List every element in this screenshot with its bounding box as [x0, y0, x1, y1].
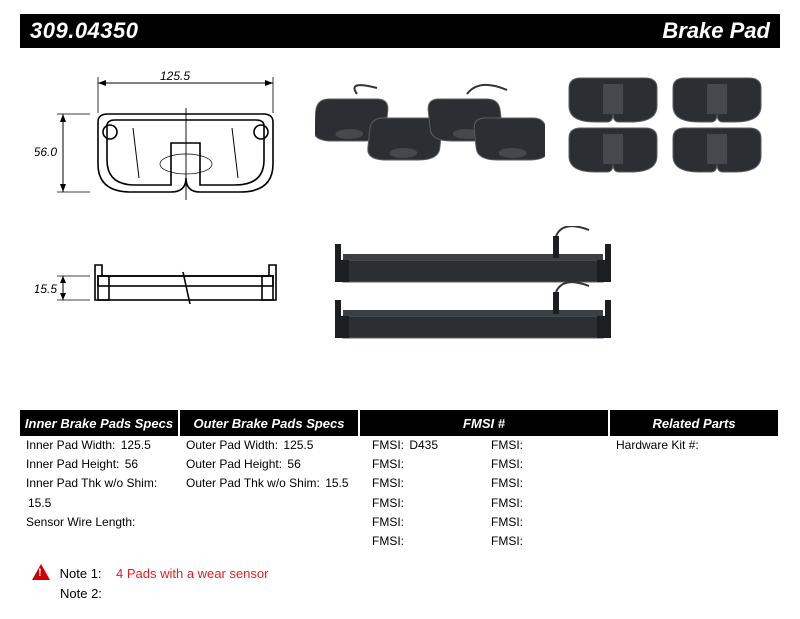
inner-row-label: Inner Pad Height:	[26, 455, 119, 474]
fmsi-label: FMSI:	[491, 532, 523, 551]
heading-related: Related Parts	[610, 410, 780, 436]
outer-row-label: Outer Pad Height:	[186, 455, 282, 474]
fmsi-label: FMSI:	[372, 474, 404, 493]
outer-row-value: 15.5	[323, 474, 348, 493]
fmsi-value: D435	[407, 436, 438, 455]
inner-row-value: 125.5	[119, 436, 151, 455]
dim-thk: 15.5	[35, 282, 57, 296]
outer-row-value: 125.5	[281, 436, 313, 455]
fmsi-label: FMSI:	[491, 513, 523, 532]
pad-side-outline	[95, 265, 276, 304]
fmsi-label: FMSI:	[372, 455, 404, 474]
inner-row-label: Inner Pad Thk w/o Shim:	[26, 474, 157, 493]
notes: Note 1: 4 Pads with a wear sensor Note 2…	[32, 562, 762, 603]
heading-fmsi: FMSI #	[360, 410, 610, 436]
page-title: Brake Pad	[662, 18, 770, 44]
dim-width: 125.5	[160, 69, 190, 83]
inner-row-label: Inner Pad Width:	[26, 436, 115, 455]
dim-height: 56.0	[35, 145, 57, 159]
related-row-label: Hardware Kit #:	[616, 436, 699, 455]
product-photos	[315, 68, 785, 388]
fmsi-label: FMSI:	[372, 513, 404, 532]
spec-headings: Inner Brake Pads Specs Outer Brake Pads …	[20, 410, 780, 436]
outer-row-value: 56	[285, 455, 300, 474]
note1-value: 4 Pads with a wear sensor	[116, 566, 268, 581]
heading-inner: Inner Brake Pads Specs	[20, 410, 180, 436]
photo-pads-flat	[567, 74, 777, 174]
fmsi-label: FMSI:	[491, 474, 523, 493]
fmsi-label: FMSI:	[491, 436, 523, 455]
technical-drawing: 125.5 56.0	[35, 68, 290, 388]
header-bar: 309.04350 Brake Pad	[20, 14, 780, 48]
fmsi-label: FMSI:	[372, 494, 404, 513]
heading-outer: Outer Brake Pads Specs	[180, 410, 360, 436]
inner-row-label: Sensor Wire Length:	[26, 513, 135, 532]
fmsi-label: FMSI:	[372, 532, 404, 551]
photo-pads-edge	[325, 226, 625, 346]
spec-body: Inner Pad Width: 125.5 Inner Pad Height:…	[20, 436, 780, 551]
fmsi-label: FMSI:	[372, 436, 404, 455]
photo-pads-angled	[315, 74, 545, 184]
pad-front-outline	[98, 108, 273, 200]
outer-row-label: Outer Pad Thk w/o Shim:	[186, 474, 320, 493]
inner-row-value: 56	[123, 455, 138, 474]
outer-row-label: Outer Pad Width:	[186, 436, 278, 455]
diagram-area: 125.5 56.0	[20, 60, 780, 405]
fmsi-label: FMSI:	[491, 455, 523, 474]
fmsi-label: FMSI:	[491, 494, 523, 513]
note2-label: Note 2:	[60, 586, 102, 601]
inner-row-value: 15.5	[26, 494, 51, 513]
warning-icon	[32, 564, 50, 580]
note1-label: Note 1:	[60, 566, 102, 581]
part-number: 309.04350	[30, 18, 139, 44]
